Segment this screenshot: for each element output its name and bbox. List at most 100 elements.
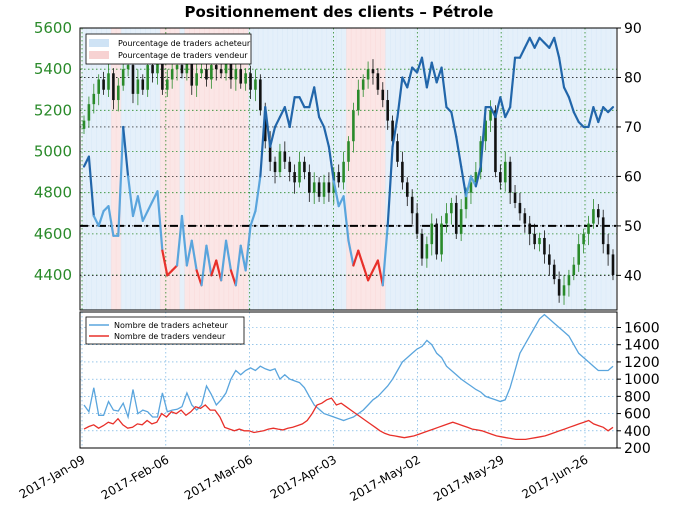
percent-long-segment (474, 165, 482, 188)
percent-tick-label: 80 (624, 70, 642, 86)
percent-long-segment (440, 66, 448, 109)
sentiment-shade (527, 28, 533, 310)
sentiment-shade (233, 28, 239, 310)
percent-long-segment (406, 66, 414, 89)
candle-body (322, 182, 326, 197)
legend-swatch-short (89, 51, 109, 59)
sentiment-shade (321, 28, 328, 310)
candle-body (459, 209, 463, 234)
percent-long-segment (229, 269, 237, 287)
percent-long-segment (504, 106, 512, 119)
percent-long-segment (264, 106, 272, 148)
percent-long-segment (347, 239, 355, 267)
percent-long-segment (97, 209, 105, 227)
sentiment-shade (429, 28, 435, 310)
candle-body (303, 161, 306, 173)
percent-long-segment (386, 145, 394, 227)
date-tick-label: 2017-Mar-06 (182, 452, 255, 502)
sentiment-shade (179, 28, 185, 310)
percent-long-segment (210, 259, 218, 277)
sentiment-shade (311, 28, 318, 310)
percent-long-segment (445, 106, 453, 114)
percent-long-segment (298, 96, 306, 109)
percent-long-segment (376, 259, 384, 287)
candle-body (469, 182, 473, 193)
percent-long-segment (479, 106, 487, 168)
candle-body (239, 69, 243, 84)
candle-body (592, 209, 595, 224)
percent-long-segment (352, 249, 360, 267)
candle-body (308, 172, 311, 193)
count-tick-label: 800 (624, 389, 651, 405)
percent-long-segment (371, 259, 379, 272)
count-tick-label: 1000 (624, 372, 660, 388)
candle-body (508, 161, 512, 193)
candle-body (420, 233, 424, 259)
percent-long-segment (607, 106, 615, 114)
sentiment-shade (228, 28, 234, 310)
percent-long-segment (269, 125, 277, 148)
candle-body (146, 65, 149, 90)
sentiment-shade (81, 28, 88, 310)
legend-swatch-long (89, 39, 109, 47)
percent-long-segment (313, 86, 321, 119)
percent-long-segment (362, 264, 370, 282)
candle-body (141, 79, 145, 90)
sentiment-shade (542, 28, 548, 310)
sentiment-shade (404, 28, 411, 310)
percent-long-segment (131, 195, 139, 218)
sentiment-shade (591, 28, 597, 310)
sentiment-shade (390, 28, 396, 310)
count-tick-label: 200 (624, 441, 651, 457)
sentiment-shade (350, 28, 357, 310)
sentiment-shade (204, 28, 210, 310)
percent-long-segment (499, 96, 507, 119)
percent-long-segment (602, 106, 610, 114)
percent-long-segment (117, 125, 125, 237)
candle-body (430, 223, 434, 245)
percent-long-segment (450, 111, 458, 138)
sentiment-shade (370, 28, 376, 310)
sentiment-shade (610, 28, 617, 310)
percent-long-segment (171, 264, 179, 272)
sentiment-shade (556, 28, 563, 310)
percent-long-segment (254, 175, 262, 213)
candle-body (484, 120, 487, 142)
candle-body (445, 213, 448, 224)
percent-long-segment (528, 36, 536, 49)
percent-long-segment (357, 249, 365, 267)
sentiment-shade (135, 28, 141, 310)
candle-body (161, 58, 164, 90)
percent-long-segment (460, 165, 468, 198)
candle-body (165, 79, 169, 90)
candle-body (366, 69, 370, 80)
sentiment-shade (243, 28, 249, 310)
count-tick-label: 600 (624, 407, 651, 423)
candle-body (356, 89, 360, 111)
legend-label-short-count: Nombre de traders vendeur (114, 332, 226, 341)
percent-long-segment (577, 120, 585, 129)
price-candles (82, 51, 615, 305)
candle-body (582, 233, 585, 245)
percent-long-segment (489, 106, 497, 119)
sentiment-shade (120, 28, 127, 310)
candle-body (494, 110, 497, 173)
candle-body (254, 79, 257, 90)
candle-body (548, 254, 551, 265)
x-axis-ticks: 2017-Jan-09 2017-Feb-06 2017-Mar-06 2017-Ap… (17, 452, 591, 504)
candle-body (210, 65, 213, 80)
percent-long-segment (509, 56, 517, 109)
candle-body (376, 73, 380, 90)
candle-body (396, 141, 399, 162)
candle-body (440, 223, 443, 255)
sentiment-shade (248, 28, 254, 310)
sentiment-shade (96, 28, 102, 310)
bottom-legend-box (85, 316, 245, 345)
percent-long-segment (567, 96, 575, 114)
candle-body (425, 244, 429, 259)
percent-long-segment (415, 56, 424, 74)
price-tick-label: 5200 (34, 101, 72, 119)
price-tick-label: 5000 (34, 143, 72, 161)
